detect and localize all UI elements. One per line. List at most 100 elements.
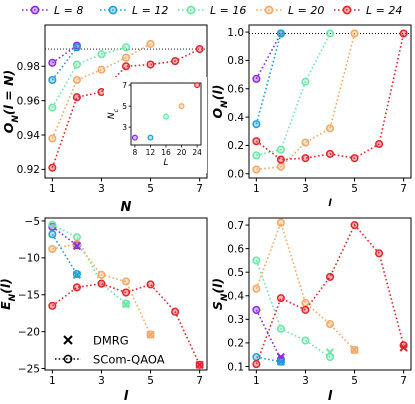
data-point: [48, 58, 57, 67]
dmrg-point: [72, 241, 82, 251]
legend-label: L = 8: [54, 4, 83, 17]
x-tick-label: 5: [351, 375, 358, 387]
series-line: [255, 260, 331, 358]
y-tick-label: −15: [18, 290, 40, 302]
data-point: [252, 256, 261, 265]
dmrg-point: [276, 357, 286, 366]
y-tick-label: 0.92: [17, 164, 40, 176]
legend-label: L = 20: [288, 4, 324, 17]
series-line: [51, 46, 78, 81]
panel-c: 1 3 5 7 −5 −10 −15 −20 −25 l EN(l) DMRG SCom-QAOA: [0, 216, 208, 404]
inset-plot: 8 12 16 20 24 3 5 7 L Nc: [104, 77, 207, 173]
data-point: [48, 230, 57, 239]
dmrg-legend-marker: [63, 335, 73, 345]
series-line: [255, 309, 282, 360]
x-axis-label: N: [121, 200, 132, 215]
y-tick-label: 0.0: [227, 169, 244, 181]
panel-a: 1 3 5 7 0.92 0.94 0.96 0.98 N ON(l = N) 8 12 16 20 24 3…: [1, 24, 208, 215]
series-line: [255, 223, 405, 365]
inset-y-tick-label: 5: [122, 102, 127, 111]
series-line: [255, 33, 405, 161]
y-axis-label: SN(l): [210, 278, 230, 310]
data-point: [72, 75, 81, 85]
y-axis-label: ON(l): [210, 85, 230, 119]
series-line: [51, 233, 78, 275]
y-tick-label: −5: [25, 216, 40, 228]
legend-marker: [30, 5, 40, 15]
inset-y-label: Nc: [107, 108, 120, 119]
x-axis-label: l: [328, 198, 332, 209]
y-tick-label: 0.5: [227, 267, 244, 279]
y-axis-label: EN(l): [0, 278, 18, 310]
data-point: [146, 60, 155, 69]
data-point: [350, 221, 359, 230]
y-tick-label: 0.7: [227, 220, 244, 232]
data-point: [48, 244, 57, 254]
x-tick-label: 7: [400, 183, 407, 195]
dmrg-point: [72, 270, 82, 279]
legend-marker: [342, 5, 352, 15]
data-point: [146, 39, 155, 48]
y-tick-label: 0.2: [227, 338, 244, 350]
inset-x-label: L: [163, 158, 168, 168]
inset-background: [104, 77, 207, 173]
y-tick-label: 0.94: [17, 130, 41, 142]
series-line: [256, 33, 331, 157]
data-point: [72, 233, 81, 242]
x-tick-label: 5: [147, 183, 154, 195]
inset-x-tick-label: 12: [146, 148, 156, 157]
data-point: [276, 294, 285, 303]
data-point: [325, 29, 335, 38]
data-point: [48, 134, 57, 143]
y-tick-label: −20: [18, 326, 40, 338]
plot-frame: [44, 217, 208, 371]
dmrg-point: [195, 360, 204, 369]
data-point: [97, 87, 106, 97]
series-line: [51, 44, 78, 64]
data-point: [252, 137, 261, 146]
legend-marker: [186, 5, 196, 15]
data-point: [72, 60, 81, 69]
y-tick-label: 0.3: [227, 314, 244, 326]
inset-x-tick-label: 16: [161, 148, 171, 157]
x-tick-label: 3: [302, 183, 309, 195]
panel-legend-label: SCom-QAOA: [93, 353, 165, 367]
data-point: [276, 155, 285, 164]
data-point: [121, 43, 131, 52]
data-point: [301, 336, 310, 345]
data-point: [171, 57, 180, 66]
data-point: [325, 272, 335, 281]
inset-point: [131, 134, 138, 141]
data-point: [325, 319, 335, 329]
data-point: [146, 280, 155, 289]
y-tick-label: −10: [18, 253, 40, 265]
top-legend: L = 8 L = 12 L = 16 L = 20 L = 24: [22, 4, 402, 17]
y-tick-label: 0.6: [227, 84, 244, 96]
legend-marker: [108, 5, 118, 15]
dmrg-point: [325, 348, 335, 357]
data-point: [72, 93, 81, 102]
inset-point: [178, 103, 185, 110]
data-point: [301, 138, 310, 147]
y-tick-label: 0.1: [227, 361, 244, 373]
data-point: [252, 284, 261, 293]
data-point: [276, 145, 285, 154]
y-tick-label: −25: [18, 363, 40, 375]
series-line: [255, 33, 282, 80]
data-point: [252, 305, 261, 314]
legend-label: L = 16: [210, 4, 246, 17]
series-line: [51, 223, 127, 305]
series-line: [51, 282, 201, 366]
y-tick-label: 0.4: [227, 291, 244, 303]
inset-x-tick-label: 8: [132, 148, 137, 157]
data-point: [375, 249, 384, 258]
x-tick-label: 1: [253, 375, 260, 387]
data-point: [301, 77, 310, 86]
x-tick-label: 1: [253, 183, 260, 195]
y-axis-label: ON(l = N): [1, 70, 21, 134]
panel-b: 1 3 5 7 0.0 0.2 0.4 0.6 0.8 1.0 l ON(l): [210, 24, 412, 209]
inset-point: [163, 113, 170, 120]
legend-label: L = 24: [366, 4, 402, 17]
qaoa-legend-marker: [63, 354, 73, 364]
